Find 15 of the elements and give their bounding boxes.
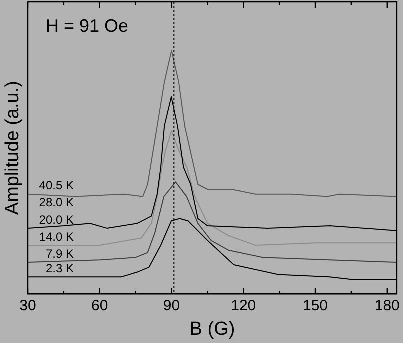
x-tick-label: 60 (92, 297, 108, 314)
y-axis-title: Amplitude (a.u.) (2, 81, 24, 216)
annotation: 28.0 K (39, 196, 74, 210)
x-axis-title: B (G) (190, 318, 236, 340)
text: H = 91 Oe (46, 16, 129, 36)
x-tick-label: 180 (374, 297, 400, 314)
x-tick-label: 30 (20, 297, 36, 314)
series-label: 2.3 K (46, 261, 74, 276)
series-label: 40.5 K (39, 178, 74, 193)
series-label: 7.9 K (46, 246, 74, 261)
x-tick-label: 90 (163, 297, 180, 314)
series-label: 14.0 K (39, 230, 74, 244)
x-tick-label: 120 (231, 297, 256, 314)
x-tick-label: 150 (302, 297, 328, 314)
series-label: 20.0 K (39, 212, 74, 227)
